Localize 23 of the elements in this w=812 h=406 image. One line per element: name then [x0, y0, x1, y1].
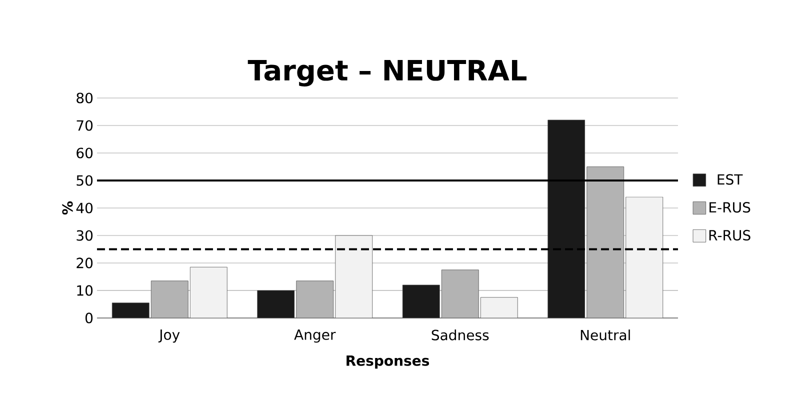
y-tick-label: 80	[76, 92, 93, 104]
x-tick-label: Sadness	[432, 330, 489, 340]
y-tick-label: 30	[76, 230, 93, 241]
bar	[296, 280, 334, 318]
y-tick-label: 40	[76, 202, 93, 214]
x-tick-label: Neutral	[580, 330, 630, 340]
legend-label: R-RUS	[709, 230, 750, 241]
y-tick-label: 20	[76, 258, 93, 268]
bar	[441, 270, 479, 318]
legend-label: EST	[718, 174, 743, 185]
y-tick-label: 10	[77, 285, 93, 296]
bar	[586, 166, 624, 318]
y-tick-label: 50	[76, 175, 93, 186]
chart-title: Target – NEUTRAL	[248, 60, 527, 86]
bar	[150, 280, 188, 318]
y-tick-label: 60	[76, 148, 93, 158]
x-tick-label: Anger	[294, 330, 336, 343]
x-tick-label: Joy	[158, 330, 180, 343]
y-tick-label: 70	[76, 120, 93, 131]
legend-label: E-RUS	[710, 202, 750, 213]
y-tick-label: 0	[85, 312, 93, 324]
y-axis-title: %	[62, 201, 73, 215]
x-axis-title: Responses	[346, 356, 430, 369]
